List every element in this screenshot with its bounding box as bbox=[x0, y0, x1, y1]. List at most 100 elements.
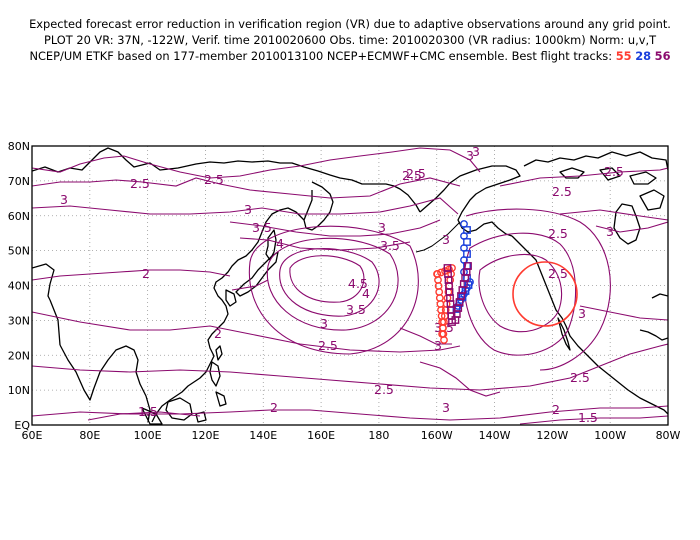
longitude-label: 100W bbox=[594, 429, 626, 442]
contour-line bbox=[87, 411, 201, 421]
longitude-label: 160W bbox=[421, 429, 453, 442]
contour-line bbox=[595, 221, 668, 233]
contour-label: 2.5 bbox=[548, 226, 568, 241]
latitude-label: 10N bbox=[8, 384, 30, 397]
contour-line bbox=[32, 311, 461, 353]
contour-line bbox=[478, 254, 563, 333]
track-marker bbox=[463, 238, 471, 246]
longitude-label: 80E bbox=[79, 429, 100, 442]
header-line-3: NCEP/UM ETKF based on 177-member 2010013… bbox=[0, 49, 700, 64]
coastline-aleutians bbox=[415, 221, 461, 253]
longitude-label: 60E bbox=[22, 429, 43, 442]
latitude-label: 70N bbox=[8, 175, 30, 188]
track-marker bbox=[463, 226, 471, 234]
contour-label: 1.5 bbox=[138, 404, 158, 419]
contour-label: 4 bbox=[362, 286, 370, 301]
latitude-label: 50N bbox=[8, 245, 30, 258]
coastline-baja bbox=[557, 317, 571, 351]
contour-line bbox=[399, 327, 452, 345]
contour-label: 3 bbox=[378, 220, 386, 235]
contour-label: 4.5 bbox=[348, 276, 368, 291]
contour-label: 3 bbox=[60, 192, 68, 207]
contour-line bbox=[32, 197, 459, 215]
track-marker bbox=[438, 330, 446, 338]
contour-label: 2.5 bbox=[402, 168, 422, 183]
contour-label: 1.5 bbox=[578, 410, 598, 425]
graticule bbox=[32, 146, 668, 425]
track-a-label: 55 bbox=[615, 49, 632, 63]
contour-line bbox=[463, 232, 577, 356]
track-c-label: 56 bbox=[654, 49, 671, 63]
contour-label: 3 bbox=[466, 148, 474, 163]
latitude-label: 20N bbox=[8, 349, 30, 362]
track-marker bbox=[463, 250, 471, 258]
longitude-label: 160E bbox=[307, 429, 335, 442]
coastline-philippines bbox=[209, 361, 221, 387]
contour-label: 2.5 bbox=[318, 338, 338, 353]
contour-label: 2 bbox=[270, 400, 278, 415]
contour-label: 2 bbox=[214, 326, 222, 341]
contour-label: 3 bbox=[244, 202, 252, 217]
coastline-okhotsk bbox=[151, 207, 305, 423]
contour-line bbox=[248, 225, 419, 355]
track-marker bbox=[443, 264, 452, 272]
verification-region-circle bbox=[512, 261, 578, 327]
contour-label: 2.5 bbox=[374, 382, 394, 397]
coastline-hudson-bay bbox=[613, 203, 641, 245]
contour-line bbox=[32, 147, 481, 179]
coastline-alaska bbox=[419, 165, 521, 237]
coastline-taiwan bbox=[215, 345, 223, 361]
contour-line bbox=[579, 305, 668, 321]
contour-label: 3 bbox=[442, 232, 450, 247]
contour-label: 3.5 bbox=[434, 320, 454, 335]
track-marker bbox=[433, 270, 441, 278]
contour-line bbox=[266, 237, 399, 331]
coastline-kamchatka bbox=[303, 181, 334, 231]
coastline-gulf bbox=[639, 329, 668, 341]
longitude-label: 180 bbox=[368, 429, 389, 442]
coastline-canada-arctic bbox=[523, 151, 668, 171]
header-line-2: PLOT 20 VR: 37N, -122W, Verif. time 2010… bbox=[43, 33, 657, 47]
latitude-labels: EQ 10N 20N 30N 40N 50N 60N 70N 80N bbox=[8, 140, 31, 432]
contour-label: 3.5 bbox=[380, 238, 400, 253]
flight-track-56 bbox=[443, 262, 472, 326]
track-marker bbox=[451, 316, 460, 324]
contour-label: 3.5 bbox=[252, 220, 272, 235]
header-line-1: Expected forecast error reduction in ver… bbox=[29, 17, 671, 31]
contour-label: 2 bbox=[552, 402, 560, 417]
coastline-eurasia-north bbox=[32, 147, 421, 213]
contour-label: 2.5 bbox=[406, 166, 426, 181]
longitude-labels: 60E 80E 100E 120E 140E 160E 180 160W 140W 120W 100… bbox=[22, 429, 681, 442]
longitude-label: 120W bbox=[536, 429, 568, 442]
coastline-south-asia bbox=[59, 344, 151, 423]
coastline-borneo bbox=[165, 397, 193, 421]
contour-label: 2.5 bbox=[570, 370, 590, 385]
contour-line bbox=[32, 269, 231, 281]
contour-label: 3 bbox=[442, 400, 450, 415]
contour-line bbox=[499, 167, 668, 187]
contour-label: 2 bbox=[142, 266, 150, 281]
contour-line bbox=[32, 177, 461, 199]
longitude-label: 140E bbox=[249, 429, 277, 442]
latitude-label: 30N bbox=[8, 314, 30, 327]
contour-label: 3 bbox=[578, 306, 586, 321]
contour-label: 2.5 bbox=[552, 184, 572, 199]
contour-label: 3 bbox=[472, 144, 480, 159]
contour-line bbox=[32, 343, 668, 391]
contour-line bbox=[229, 219, 441, 237]
contour-line bbox=[419, 361, 501, 397]
contour-line bbox=[289, 255, 365, 303]
contour-line bbox=[559, 209, 668, 221]
longitude-label: 80W bbox=[656, 429, 681, 442]
contour-line bbox=[231, 279, 269, 291]
contour-line bbox=[32, 405, 668, 421]
contour-label: 2.5 bbox=[130, 176, 150, 191]
contour-label: 3 bbox=[320, 316, 328, 331]
contour-label: 4 bbox=[276, 236, 284, 251]
contour-line bbox=[279, 248, 380, 317]
contours bbox=[32, 147, 668, 425]
contour-line bbox=[519, 415, 668, 425]
longitude-label: 120E bbox=[191, 429, 219, 442]
